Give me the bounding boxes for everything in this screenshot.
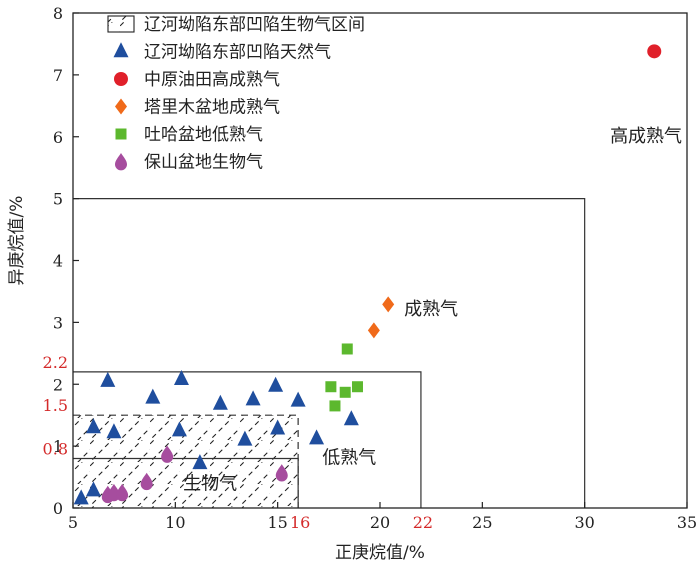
liaohe-point-2 bbox=[85, 481, 101, 497]
liaohe-point-14 bbox=[270, 419, 286, 435]
x-axis-label: 正庚烷值/% bbox=[335, 543, 425, 563]
zhongyuan-point-1 bbox=[647, 44, 662, 59]
tuha-point-4 bbox=[339, 386, 351, 398]
legend-label-liaohe: 辽河坳陷东部凹陷天然气 bbox=[144, 43, 331, 63]
y-axis-label: 异庚烷值/% bbox=[7, 196, 27, 286]
y-tick-label: 3 bbox=[53, 313, 63, 332]
y-tick-label: 0 bbox=[53, 499, 63, 518]
region-boundary-1 bbox=[73, 198, 586, 508]
legend: 辽河坳陷东部凹陷生物气区间辽河坳陷东部凹陷天然气中原油田高成熟气塔里木盆地成熟气… bbox=[107, 15, 365, 173]
legend-marker-zhongyuan bbox=[114, 72, 128, 86]
y-tick-label: 4 bbox=[53, 252, 63, 271]
x-tick-label: 30 bbox=[574, 513, 594, 532]
x-tick-label: 10 bbox=[165, 513, 185, 532]
y-tick-label-highlight: 0.8 bbox=[43, 440, 68, 459]
tarim-point-1 bbox=[367, 322, 380, 339]
region-boundary-3 bbox=[73, 414, 299, 508]
y-tick-label: 5 bbox=[53, 190, 63, 209]
tuha-point-2 bbox=[325, 381, 337, 393]
liaohe-point-9 bbox=[192, 454, 208, 470]
legend-marker-baoshan bbox=[115, 153, 127, 171]
liaohe-point-7 bbox=[171, 421, 187, 437]
y-tick-label: 6 bbox=[53, 128, 63, 147]
x-tick-label: 15 bbox=[267, 513, 287, 532]
region-boundary-4 bbox=[73, 457, 299, 508]
baoshan-point-5 bbox=[161, 445, 174, 463]
x-tick-label: 20 bbox=[370, 513, 390, 532]
legend-label-tuha: 吐哈盆地低熟气 bbox=[144, 124, 263, 145]
data-points bbox=[73, 44, 662, 505]
y-tick-label: 7 bbox=[53, 66, 63, 85]
liaohe-point-16 bbox=[309, 429, 325, 445]
liaohe-point-13 bbox=[268, 376, 284, 392]
baoshan-point-6 bbox=[275, 464, 288, 482]
region-boundary-2 bbox=[73, 371, 422, 508]
axes: 5 10 15 20 25 30 35 16 22 0 1 2 3 4 5 6 7 8 0.8 1.5 2.2 正庚烷值/… bbox=[7, 4, 697, 563]
legend-label-zhongyuan: 中原油田高成熟气 bbox=[144, 69, 280, 90]
liaohe-point-12 bbox=[245, 390, 261, 406]
liaohe-point-4 bbox=[100, 371, 116, 387]
legend-label-baoshan: 保山盆地生物气 bbox=[144, 153, 263, 173]
y-tick-label: 2 bbox=[53, 375, 63, 394]
tuha-point-1 bbox=[341, 343, 353, 355]
region-label-3: 低熟气 bbox=[322, 448, 376, 469]
y-tick-label: 1 bbox=[53, 437, 63, 456]
baoshan-point-3 bbox=[116, 483, 129, 502]
region-label-1: 高成熟气 bbox=[610, 126, 682, 147]
x-tick-label: 35 bbox=[677, 513, 697, 532]
legend-marker-tarim bbox=[115, 98, 127, 115]
legend-swatch-biogas-region bbox=[107, 15, 135, 33]
tuha-point-3 bbox=[329, 400, 341, 412]
x-tick-label: 5 bbox=[68, 513, 78, 532]
legend-marker-tuha bbox=[115, 128, 127, 140]
x-tick-label: 25 bbox=[472, 513, 492, 532]
legend-label-tarim: 塔里木盆地成熟气 bbox=[144, 97, 280, 118]
liaohe-point-10 bbox=[212, 394, 228, 410]
liaohe-point-6 bbox=[145, 388, 161, 404]
y-tick-label-highlight: 1.5 bbox=[43, 396, 68, 415]
legend-label-biogas_region: 辽河坳陷东部凹陷生物气区间 bbox=[144, 15, 365, 35]
x-tick-label-highlight: 16 bbox=[290, 513, 310, 532]
tarim-point-2 bbox=[382, 296, 395, 313]
tuha-point-5 bbox=[351, 381, 363, 393]
region-label-2: 成熟气 bbox=[404, 299, 458, 320]
y-tick-label-highlight: 2.2 bbox=[43, 353, 68, 372]
baoshan-point-4 bbox=[140, 472, 153, 491]
liaohe-point-8 bbox=[173, 370, 189, 385]
liaohe-point-3 bbox=[85, 418, 101, 434]
liaohe-point-11 bbox=[237, 430, 253, 446]
liaohe-point-17 bbox=[343, 410, 359, 426]
liaohe-point-15 bbox=[290, 391, 306, 407]
region-label-4: 生物气 bbox=[183, 473, 237, 494]
liaohe-point-1 bbox=[73, 489, 89, 505]
x-tick-label-highlight: 22 bbox=[413, 513, 433, 532]
legend-marker-liaohe bbox=[113, 42, 129, 58]
liaohe-point-5 bbox=[106, 423, 122, 439]
y-tick-label: 8 bbox=[53, 4, 63, 23]
